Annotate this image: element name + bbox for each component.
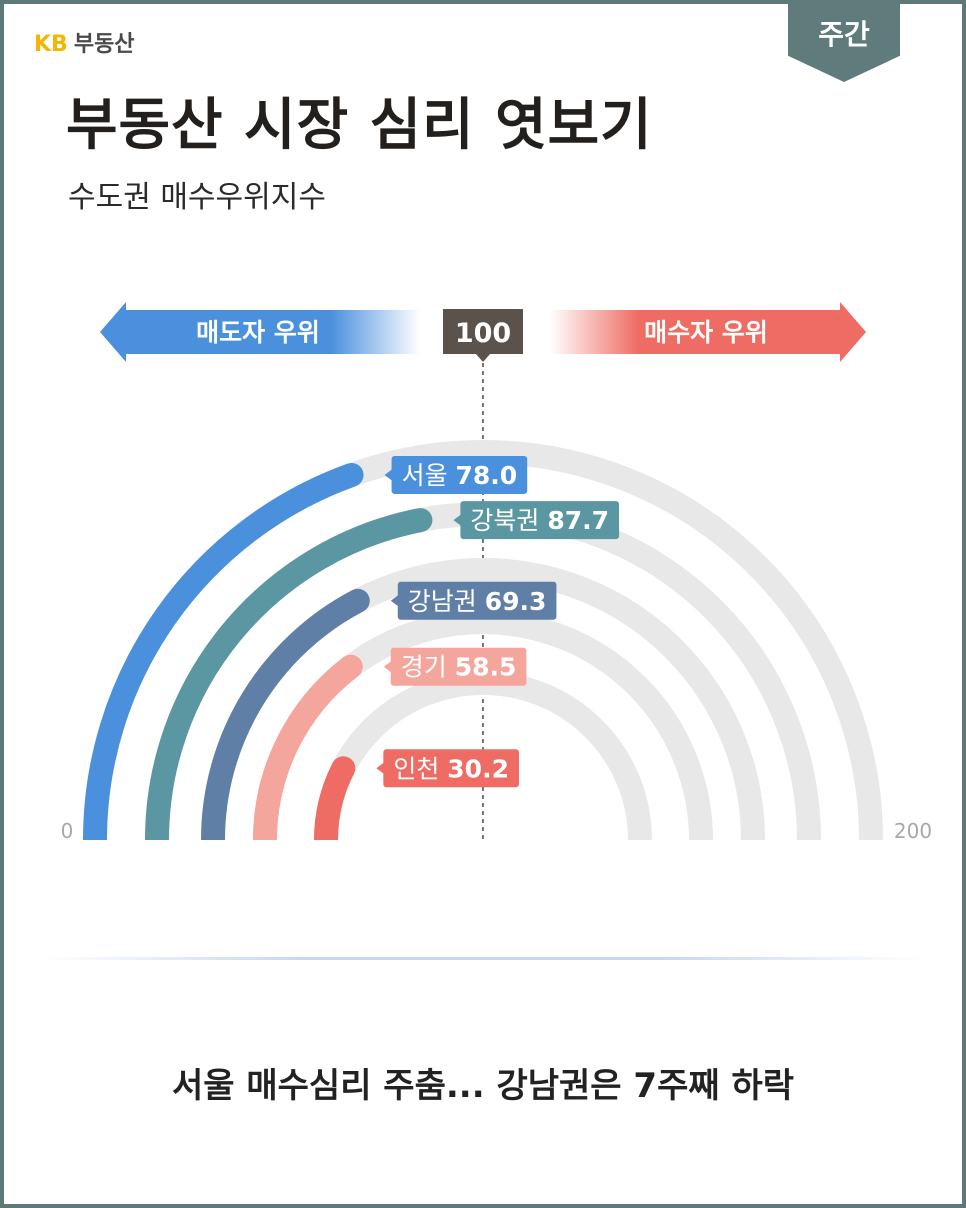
series-4-name: 인천: [393, 754, 447, 783]
series-3-bar-cap: [338, 654, 363, 679]
series-2-label-pointer: [390, 594, 399, 607]
series-1-bar: [145, 508, 423, 841]
buyer-arrow-label: 매수자 우위: [644, 318, 768, 347]
series-0-label-pointer: [384, 468, 393, 481]
series-1-label-text: 강북권 87.7: [470, 506, 609, 535]
series-2-value: 69.3: [485, 587, 547, 616]
series-4-label-tag: 인천 30.2: [376, 749, 519, 788]
series-4-bar-cap: [331, 756, 356, 781]
page-subtitle: 수도권 매수우위지수: [68, 180, 326, 215]
headline-caption: 서울 매수심리 주춤... 강남권은 7주째 하락: [171, 1066, 795, 1106]
center-value-badge: [443, 309, 523, 362]
series-2-bar-cap: [345, 588, 370, 613]
series-3-label-pointer: [383, 660, 392, 673]
series-3-bar: [253, 657, 359, 841]
series-4-label-text: 인천 30.2: [393, 754, 509, 783]
brand-kb: KB: [34, 32, 68, 57]
series-0-bar: [83, 463, 356, 841]
series-0-label-text: 서울 78.0: [402, 461, 518, 490]
page-title: 부동산 시장 심리 엿보기: [66, 93, 653, 158]
series-4-label-pointer: [376, 762, 385, 775]
series-2-bar: [201, 590, 364, 841]
seller-arrow: [100, 302, 420, 362]
series-1-label-background: [460, 501, 620, 540]
series-1-label-pointer: [453, 514, 462, 527]
buyer-arrow: [550, 302, 866, 362]
seller-arrow-label: 매도자 우위: [196, 318, 320, 347]
center-value-label: 100: [455, 318, 511, 349]
series-0-label-background: [391, 455, 528, 494]
series-1-bar-cap: [408, 508, 433, 533]
series-1-name: 강북권: [470, 506, 547, 535]
brand-logo: KB 부동산: [34, 26, 135, 58]
series-3-name: 경기: [401, 653, 455, 682]
series-3-label-tag: 경기 58.5: [383, 647, 527, 686]
series-3-value: 58.5: [455, 653, 517, 682]
series-1-value: 87.7: [547, 506, 609, 535]
series-1-label-tag: 강북권 87.7: [453, 501, 620, 540]
brand-name: 부동산: [73, 32, 135, 57]
series-2-name: 강남권: [408, 587, 485, 616]
axis-max-label: 200: [894, 819, 932, 843]
series-0-label-tag: 서울 78.0: [384, 455, 528, 494]
section-divider: [40, 957, 926, 960]
series-3-label-text: 경기 58.5: [401, 653, 517, 682]
series-2-label-background: [397, 581, 557, 620]
series-0-bar-cap: [339, 462, 364, 487]
axis-min-label: 0: [61, 819, 74, 843]
series-4-label-background: [383, 749, 519, 788]
series-4-value: 30.2: [447, 754, 509, 783]
series-2-label-text: 강남권 69.3: [408, 587, 547, 616]
series-3-label-background: [390, 647, 527, 686]
series-2-label-tag: 강남권 69.3: [390, 581, 557, 620]
series-0-name: 서울: [402, 461, 456, 490]
series-0-value: 78.0: [456, 461, 518, 490]
